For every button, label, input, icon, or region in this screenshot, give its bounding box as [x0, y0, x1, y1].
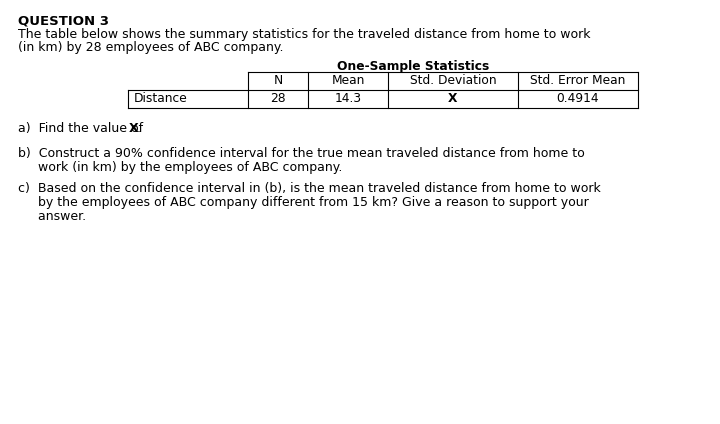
Text: X: X — [449, 92, 458, 106]
Text: a)  Find the value of: a) Find the value of — [18, 122, 147, 135]
Text: (in km) by 28 employees of ABC company.: (in km) by 28 employees of ABC company. — [18, 41, 284, 54]
Text: X: X — [129, 122, 139, 135]
Text: c)  Based on the confidence interval in (b), is the mean traveled distance from : c) Based on the confidence interval in (… — [18, 182, 600, 195]
Text: answer.: answer. — [18, 210, 86, 223]
Text: Std. Error Mean: Std. Error Mean — [531, 75, 626, 87]
Text: N: N — [274, 75, 283, 87]
Text: .: . — [137, 122, 140, 135]
Text: Mean: Mean — [331, 75, 365, 87]
Text: 28: 28 — [270, 92, 286, 106]
Text: The table below shows the summary statistics for the traveled distance from home: The table below shows the summary statis… — [18, 28, 590, 41]
Text: Std. Deviation: Std. Deviation — [410, 75, 496, 87]
Text: One-Sample Statistics: One-Sample Statistics — [337, 60, 489, 73]
Text: work (in km) by the employees of ABC company.: work (in km) by the employees of ABC com… — [18, 161, 343, 174]
Text: b)  Construct a 90% confidence interval for the true mean traveled distance from: b) Construct a 90% confidence interval f… — [18, 147, 585, 160]
Text: 0.4914: 0.4914 — [557, 92, 599, 106]
Text: QUESTION 3: QUESTION 3 — [18, 14, 109, 27]
Text: 14.3: 14.3 — [334, 92, 361, 106]
Text: by the employees of ABC company different from 15 km? Give a reason to support y: by the employees of ABC company differen… — [18, 196, 589, 209]
Text: Distance: Distance — [134, 92, 188, 106]
